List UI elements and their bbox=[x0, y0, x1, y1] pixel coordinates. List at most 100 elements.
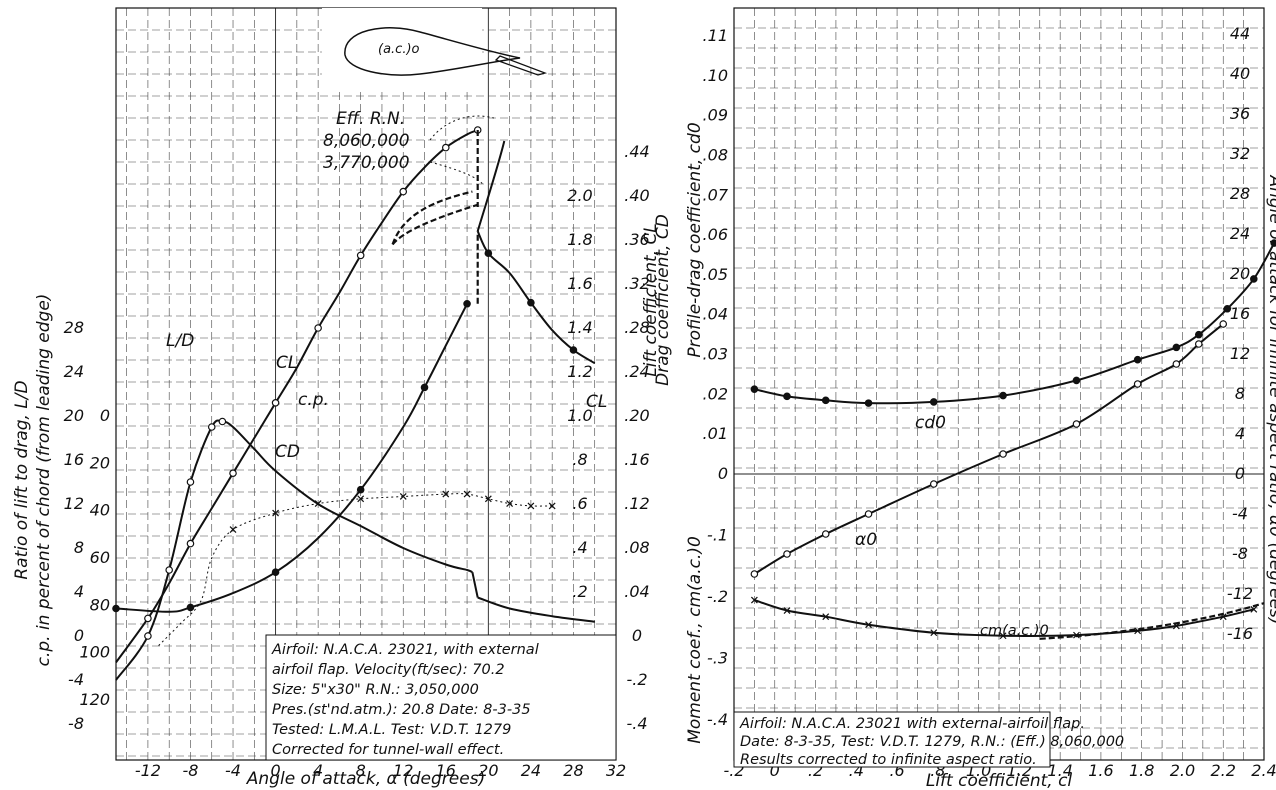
alpha0-curve-label: α0 bbox=[855, 530, 877, 550]
cl-point bbox=[186, 539, 195, 548]
ld-point bbox=[207, 423, 216, 431]
cp-point bbox=[357, 495, 365, 503]
cm-point bbox=[930, 629, 938, 637]
cd-tick: .28 bbox=[624, 318, 649, 337]
cl-tick: 2.0 bbox=[567, 186, 592, 205]
cd-tick: .24 bbox=[624, 362, 649, 381]
cd0-point bbox=[1250, 275, 1258, 283]
cd0-tick: .01 bbox=[703, 424, 728, 443]
ld-tick: -8 bbox=[68, 714, 84, 733]
cl-tick: .2 bbox=[572, 582, 587, 601]
cl-tick: .4 bbox=[572, 538, 587, 557]
cd0-tick: .04 bbox=[703, 305, 728, 324]
cp-point bbox=[229, 526, 237, 534]
cm-point bbox=[750, 596, 758, 604]
alpha0-point bbox=[821, 530, 830, 538]
cl-point bbox=[399, 187, 408, 196]
cd-point bbox=[463, 299, 471, 308]
right-x-tick: 2.2 bbox=[1211, 761, 1236, 780]
cd-point bbox=[112, 604, 120, 613]
right-x-axis-label: Lift coefficient, cl bbox=[926, 771, 1073, 790]
cp-tick: 60 bbox=[90, 548, 110, 567]
left-info-box: Airfoil: N.A.C.A. 23021, with external a… bbox=[265, 634, 617, 761]
left-x-tick: 32 bbox=[606, 761, 626, 780]
cl-tick: 1.4 bbox=[567, 318, 592, 337]
cl-low-rn-branch-2 bbox=[391, 203, 479, 246]
cd0-tick: .10 bbox=[703, 66, 728, 85]
alpha0-point bbox=[1172, 360, 1181, 368]
ld-tick: 12 bbox=[64, 494, 84, 513]
cp-tick: 120 bbox=[79, 690, 110, 709]
left-info-line-2: airfoil flap. Velocity(ft/sec): 70.2 bbox=[272, 662, 505, 678]
ld-tick: -4 bbox=[68, 670, 84, 689]
alpha0-tick: 16 bbox=[1230, 304, 1250, 323]
ld-tick: 24 bbox=[64, 362, 84, 381]
ld-tick: 16 bbox=[64, 450, 84, 469]
left-x-tick: -12 bbox=[135, 761, 161, 780]
cm-tick: -.4 bbox=[707, 710, 728, 729]
right-curves bbox=[750, 239, 1276, 640]
right-info-line-2: Date: 8-3-35, Test: V.D.T. 1279, R.N.: (… bbox=[740, 734, 1124, 750]
alpha0-tick: 28 bbox=[1230, 184, 1250, 203]
cd0-curve bbox=[754, 242, 1276, 405]
cp-point bbox=[442, 490, 450, 498]
alpha0-tick: 8 bbox=[1235, 384, 1245, 403]
cd-tick: .32 bbox=[624, 274, 649, 293]
left-info-line-4: Pres.(st'nd.atm.): 20.8 Date: 8-3-35 bbox=[272, 702, 531, 718]
cp-tick: 80 bbox=[90, 595, 110, 614]
cp-tick: 100 bbox=[79, 643, 110, 662]
left-x-tick: 4 bbox=[313, 761, 323, 780]
cm-point bbox=[999, 632, 1007, 640]
alpha0-point bbox=[783, 550, 791, 558]
left-x-axis-label: Angle of attack, α (degrees) bbox=[246, 769, 485, 789]
cl-point bbox=[314, 324, 322, 332]
left-x-tick: 24 bbox=[521, 761, 541, 780]
cl-tick: .6 bbox=[572, 494, 587, 513]
cp-tick: 40 bbox=[90, 501, 110, 520]
right-tick-labels: -.2 0.2.4.6.8 1.0 1.2 1.4 1.6 1.8 2.0 2.2 2.4.11.… bbox=[703, 24, 1276, 780]
ld-tick: 8 bbox=[74, 538, 84, 557]
alpha0-tick: -8 bbox=[1232, 544, 1248, 563]
cd0-point bbox=[783, 392, 791, 401]
cp-point bbox=[463, 490, 471, 498]
cd0-tick: .03 bbox=[703, 345, 728, 364]
left-x-tick: 16 bbox=[436, 761, 456, 780]
cd0-point bbox=[1172, 343, 1181, 352]
cd-curve-label: CD bbox=[275, 442, 300, 462]
cl-point bbox=[271, 398, 280, 407]
cl-tick: 1.6 bbox=[567, 274, 592, 293]
airfoil-label: (a.c.)o bbox=[378, 42, 420, 57]
alpha0-tick: -16 bbox=[1227, 624, 1253, 643]
ld-point bbox=[165, 566, 173, 574]
alpha0-point bbox=[999, 450, 1007, 458]
cd0-point bbox=[1194, 330, 1203, 339]
cp-point bbox=[548, 502, 556, 510]
cd0-point bbox=[929, 398, 938, 406]
right-info-line-3: Results corrected to infinite aspect rat… bbox=[740, 752, 1037, 768]
cp-curve bbox=[158, 493, 553, 646]
alpha0-tick: 0 bbox=[1235, 464, 1245, 483]
cp-point bbox=[399, 493, 407, 500]
alpha0-tick: 12 bbox=[1230, 344, 1250, 363]
cd-tick: .44 bbox=[624, 142, 649, 161]
cl-point bbox=[441, 143, 450, 152]
cm-point bbox=[865, 621, 872, 629]
cl-tick: 1.8 bbox=[567, 230, 592, 249]
ld-point bbox=[144, 632, 152, 640]
cd0-point bbox=[999, 391, 1007, 400]
cm-curve-label: cm(a.c.)0 bbox=[980, 623, 1049, 639]
cm-tick: -.1 bbox=[707, 526, 728, 545]
cp-point bbox=[272, 509, 279, 517]
cd-point bbox=[271, 568, 280, 577]
cm-tick: -.2 bbox=[707, 587, 728, 606]
airfoil-sketch: (a.c.)o bbox=[322, 8, 548, 88]
alpha0-tick: -4 bbox=[1232, 504, 1248, 523]
right-x-tick: 2.0 bbox=[1170, 761, 1195, 780]
left-x-tick: -8 bbox=[182, 761, 198, 780]
cp-point bbox=[527, 502, 535, 510]
cd-curve-post-stall bbox=[476, 230, 596, 365]
cm-point bbox=[822, 613, 830, 621]
cp-tick: 0 bbox=[100, 406, 110, 425]
cd0-tick: .08 bbox=[703, 145, 728, 164]
right-grid bbox=[733, 8, 1265, 760]
